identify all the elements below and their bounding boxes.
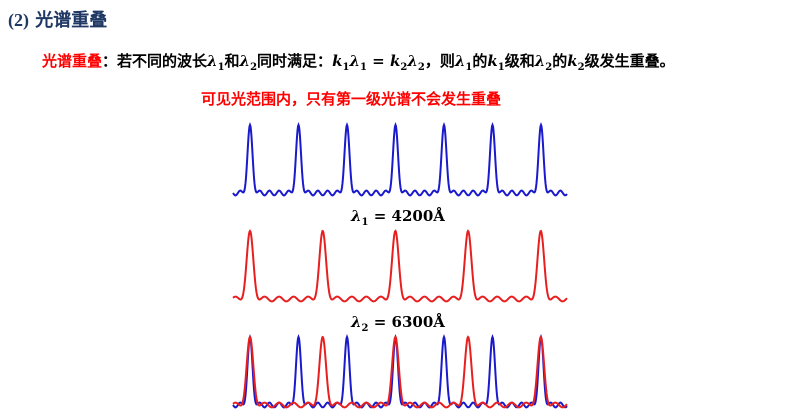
overlap-equation: k1λ1 = k2λ2 <box>332 52 425 73</box>
red-spectrum <box>232 229 568 303</box>
lambda2-symbol: λ2 <box>239 52 258 73</box>
definition-term: 光谱重叠 <box>42 52 103 70</box>
lambda1-symbol: λ1 <box>207 52 225 73</box>
red-spectrum-curve <box>232 229 568 303</box>
overlap-spectrum <box>232 334 568 409</box>
section-heading: (2) 光谱重叠 <box>8 6 107 32</box>
blue-spectrum-label: λ1 = 4200Å <box>350 207 445 228</box>
blue-spectrum <box>232 122 568 197</box>
red-spectrum-label: λ2 = 6300Å <box>350 313 445 334</box>
section-title: 光谱重叠 <box>35 10 108 31</box>
overlap-red-curve <box>232 335 568 409</box>
blue-spectrum-curve <box>232 122 568 197</box>
section-number: (2) <box>8 10 29 30</box>
spectra-figure: λ1 = 4200Å λ2 = 6300Å <box>232 122 568 409</box>
visible-range-note: 可见光范围内，只有第一级光谱不会发生重叠 <box>201 90 502 108</box>
definition-text: 光谱重叠：若不同的波长λ1和λ2同时满足：k1λ1 = k2λ2，则λ1的k1级… <box>42 52 675 73</box>
